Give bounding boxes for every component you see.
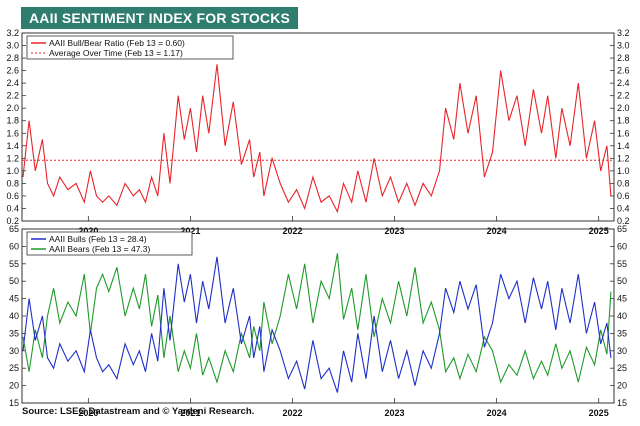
ratio-y-ticks: 0.2 0.2 0.4 0.4 0.6 0.6 0.8 0.8 1.0 1.0 1.2 1.2 1.4 1…: [6, 28, 629, 226]
x-tick-label: 2023: [385, 408, 405, 418]
x-tick-label: 2025: [589, 408, 609, 418]
y-tick-label-right: 0.2: [617, 216, 630, 226]
y-tick-label-right: 1.8: [617, 116, 630, 126]
y-tick-label-left: 1.6: [6, 128, 19, 138]
x-tick-label: 2023: [385, 226, 405, 236]
y-tick-label-right: 2.8: [617, 53, 630, 63]
y-tick-label-left: 55: [9, 259, 19, 269]
y-tick-label-right: 25: [617, 363, 627, 373]
y-tick-label-left: 45: [9, 294, 19, 304]
x-tick-label: 2025: [589, 226, 609, 236]
y-tick-label-left: 2.8: [6, 53, 19, 63]
y-tick-label-right: 65: [617, 224, 627, 234]
y-tick-label-left: 2.4: [6, 78, 19, 88]
y-tick-label-right: 40: [617, 311, 627, 321]
y-tick-label-left: 0.8: [6, 178, 19, 188]
x-tick-label: 2021: [180, 408, 200, 418]
x-tick-label: 2020: [78, 226, 98, 236]
y-tick-label-right: 50: [617, 276, 627, 286]
y-tick-label-left: 35: [9, 328, 19, 338]
y-tick-label-right: 2.4: [617, 78, 630, 88]
ratio-panel-frame: [21, 32, 615, 222]
y-tick-label-left: 50: [9, 276, 19, 286]
y-tick-label-right: 0.6: [617, 191, 630, 201]
x-tick-label: 2022: [282, 226, 302, 236]
y-tick-label-right: 1.0: [617, 166, 630, 176]
y-tick-label-right: 20: [617, 381, 627, 391]
y-tick-label-right: 55: [617, 259, 627, 269]
y-tick-label-right: 2.6: [617, 66, 630, 76]
y-tick-label-right: 2.2: [617, 91, 630, 101]
y-tick-label-left: 2.6: [6, 66, 19, 76]
y-tick-label-left: 1.4: [6, 141, 19, 151]
chart-title: AAII SENTIMENT INDEX FOR STOCKS: [21, 7, 299, 29]
average-legend-label: Average Over Time (Feb 13 = 1.17): [49, 48, 183, 58]
ratio-legend-label: AAII Bull/Bear Ratio (Feb 13 = 0.60): [49, 38, 185, 48]
y-tick-label-left: 1.0: [6, 166, 19, 176]
y-tick-label-right: 0.8: [617, 178, 630, 188]
ratio-series-line: [22, 64, 612, 214]
y-tick-label-right: 3.0: [617, 41, 630, 51]
x-tick-label: 2020: [78, 408, 98, 418]
x-tick-label: 2021: [180, 226, 200, 236]
source-note: Source: LSEG Datastream and © Yardeni Re…: [22, 406, 255, 417]
bears-legend-label: AAII Bears (Feb 13 = 47.3): [49, 244, 151, 254]
y-tick-label-right: 60: [617, 241, 627, 251]
y-tick-label-left: 3.0: [6, 41, 19, 51]
y-tick-label-left: 60: [9, 241, 19, 251]
y-tick-label-right: 2.0: [617, 103, 630, 113]
y-tick-label-left: 15: [9, 398, 19, 408]
bulls-legend-label: AAII Bulls (Feb 13 = 28.4): [49, 234, 147, 244]
x-tick-label: 2022: [282, 408, 302, 418]
y-tick-label-left: 0.2: [6, 216, 19, 226]
y-tick-label-left: 1.2: [6, 153, 19, 163]
bulls-bears-x-ticks: 2020 2021 2022 2023 2024 2025: [78, 398, 609, 418]
bulls-bears-legend-box: [26, 231, 193, 256]
y-tick-label-left: 30: [9, 346, 19, 356]
ratio-legend-box: [26, 35, 234, 60]
y-tick-label-right: 3.2: [617, 28, 630, 38]
y-tick-label-left: 0.4: [6, 203, 19, 213]
y-tick-label-left: 2.2: [6, 91, 19, 101]
y-tick-label-left: 20: [9, 381, 19, 391]
x-tick-label: 2024: [487, 226, 507, 236]
y-tick-label-right: 1.4: [617, 141, 630, 151]
y-tick-label-right: 1.6: [617, 128, 630, 138]
y-tick-label-left: 1.8: [6, 116, 19, 126]
y-tick-label-right: 35: [617, 328, 627, 338]
x-tick-label: 2024: [487, 408, 507, 418]
y-tick-label-left: 0.6: [6, 191, 19, 201]
bears-series-line: [22, 253, 612, 385]
y-tick-label-left: 40: [9, 311, 19, 321]
ratio-x-ticks: 2020 2021 2022 2023 2024 2025: [78, 216, 609, 236]
y-tick-label-left: 65: [9, 224, 19, 234]
y-tick-label-right: 1.2: [617, 153, 630, 163]
y-tick-label-left: 2.0: [6, 103, 19, 113]
y-tick-label-right: 15: [617, 398, 627, 408]
y-tick-label-left: 3.2: [6, 28, 19, 38]
y-tick-label-right: 45: [617, 294, 627, 304]
y-tick-label-left: 25: [9, 363, 19, 373]
y-tick-label-right: 0.4: [617, 203, 630, 213]
y-tick-label-right: 30: [617, 346, 627, 356]
bulls-series-line: [22, 256, 612, 393]
